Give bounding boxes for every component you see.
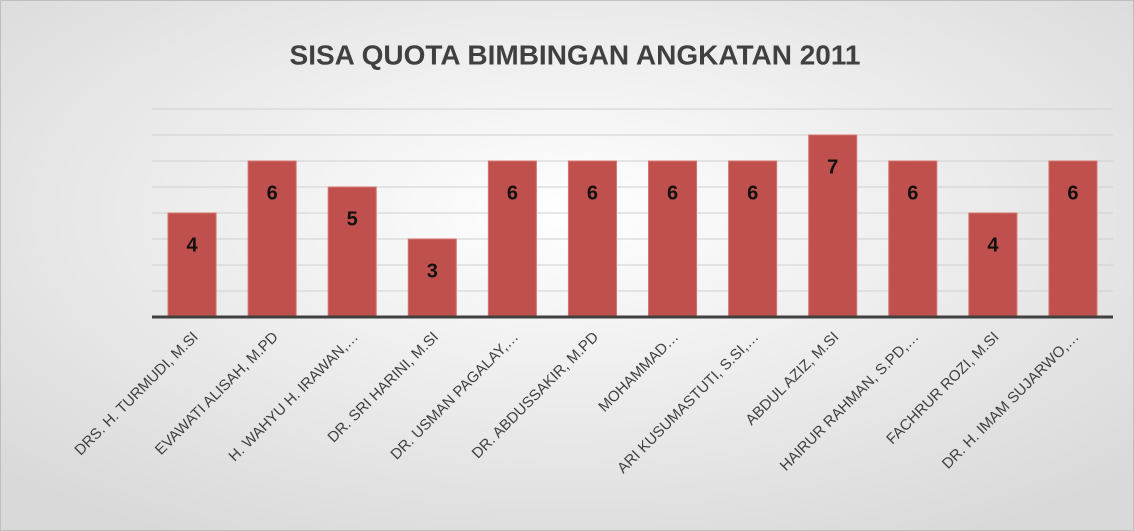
- data-label: 6: [267, 182, 278, 204]
- data-label: 6: [587, 182, 598, 204]
- data-label: 5: [347, 208, 358, 230]
- bar: [167, 212, 217, 318]
- bar: [1048, 160, 1098, 318]
- data-label: 6: [747, 182, 758, 204]
- data-label: 6: [507, 182, 518, 204]
- bar: [968, 212, 1018, 318]
- data-label: 6: [667, 182, 678, 204]
- bar: [487, 160, 537, 318]
- bar: [327, 186, 377, 318]
- data-label: 6: [1067, 182, 1078, 204]
- data-label: 4: [987, 234, 999, 256]
- bar: [567, 160, 617, 318]
- bar: [247, 160, 297, 318]
- bar: [407, 238, 457, 318]
- data-label: 7: [827, 156, 838, 178]
- bar: [808, 134, 858, 318]
- data-label: 3: [427, 260, 438, 282]
- data-label: 6: [907, 182, 918, 204]
- data-label: 4: [186, 234, 198, 256]
- bar: [888, 160, 938, 318]
- chart-title: SISA QUOTA BIMBINGAN ANGKATAN 2011: [290, 39, 861, 70]
- bar: [648, 160, 698, 318]
